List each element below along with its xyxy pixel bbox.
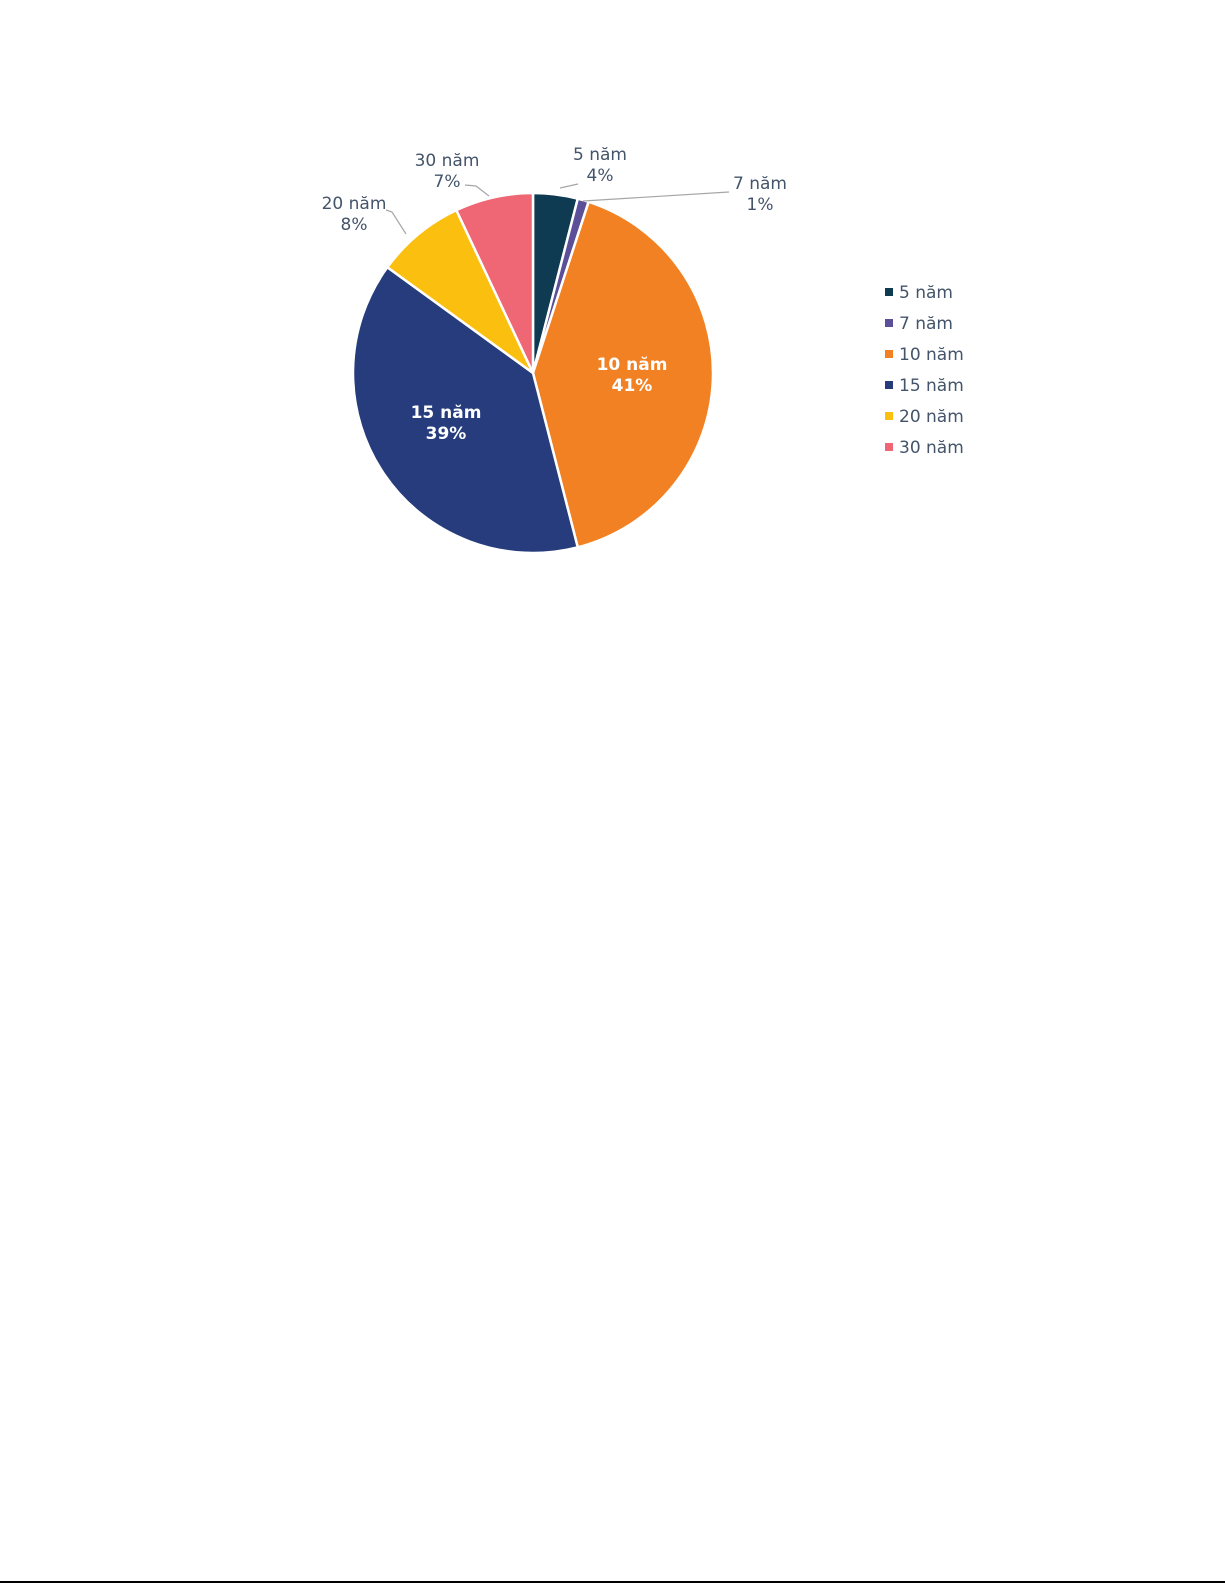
pie-slices (351, 191, 715, 555)
slice-label-6: 30 năm 7% (415, 151, 480, 192)
legend-label-3: 10 năm (899, 345, 964, 365)
legend: 5 năm 7 năm 10 năm 15 năm 20 năm 30 năm (885, 283, 964, 458)
legend-label-4: 15 năm (899, 376, 964, 396)
slice-label-2: 7 năm 1% (733, 174, 787, 215)
pie-slice-3 (531, 200, 715, 549)
legend-swatch-4 (885, 381, 893, 389)
leader-line-1 (559, 183, 579, 189)
leader-line-2 (582, 191, 730, 202)
legend-label-1: 5 năm (899, 283, 953, 303)
pie-slice-6 (455, 191, 535, 375)
legend-swatch-5 (885, 412, 893, 420)
legend-swatch-1 (885, 288, 893, 296)
legend-label-2: 7 năm (899, 314, 953, 334)
page-bottom-rule (0, 1581, 1225, 1583)
legend-swatch-2 (885, 319, 893, 327)
pie-slice-5 (386, 208, 535, 375)
leader-lines (385, 183, 730, 235)
slice-label-4: 15 năm 39% (411, 403, 482, 444)
leader-line-5 (385, 209, 407, 235)
legend-swatch-6 (885, 443, 893, 451)
pie-slice-4 (351, 265, 580, 555)
leader-line-6 (464, 184, 490, 197)
slice-label-5: 20 năm 8% (322, 194, 387, 235)
legend-swatch-3 (885, 350, 893, 358)
legend-label-6: 30 năm (899, 438, 964, 458)
legend-label-5: 20 năm (899, 407, 964, 427)
slice-label-3: 10 năm 41% (597, 355, 668, 396)
slice-labels: 5 năm 4% 7 năm 1% 10 năm 41% 15 năm 39% 20 năm 8%… (322, 145, 787, 444)
slice-label-1: 5 năm 4% (573, 145, 627, 186)
